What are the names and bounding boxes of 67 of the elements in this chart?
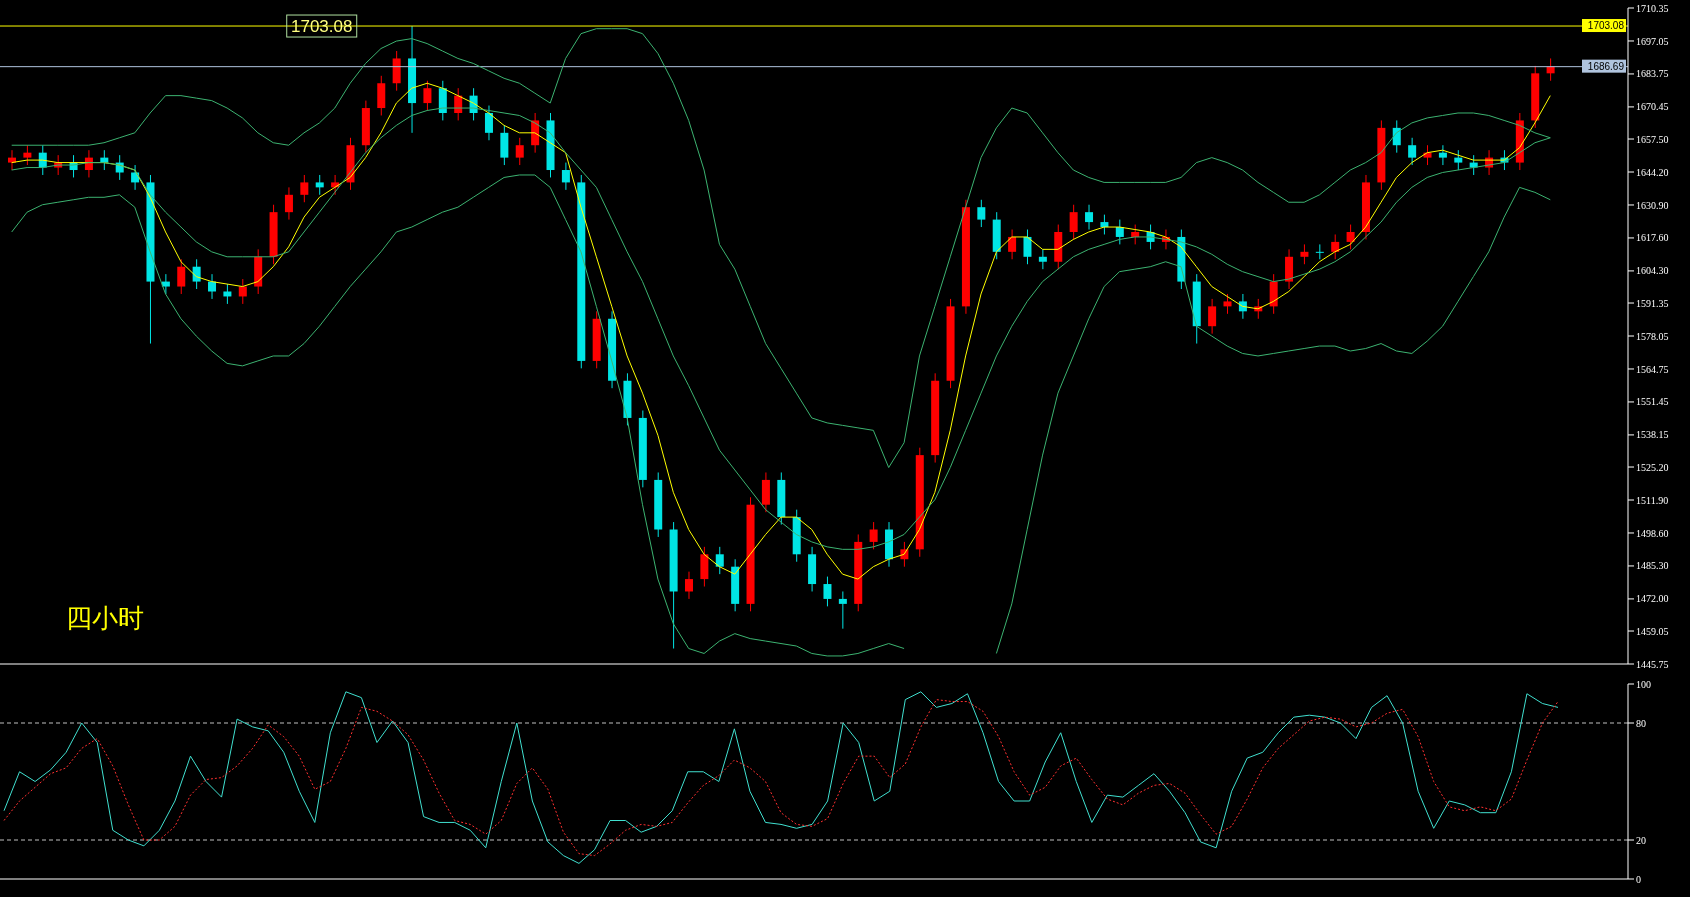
- y-tick-label: 1683.75: [1636, 68, 1669, 80]
- candlestick: [869, 521, 878, 550]
- candlestick: [1208, 298, 1217, 335]
- y-tick-label: 1604.30: [1636, 265, 1669, 277]
- candlestick: [1100, 214, 1109, 235]
- y-tick-label: 1630.90: [1636, 199, 1669, 211]
- y-tick-label: 1617.60: [1636, 232, 1669, 244]
- candlestick: [484, 105, 493, 141]
- y-tick-label: 1657.50: [1636, 133, 1669, 145]
- candlestick: [1069, 204, 1078, 240]
- ref-line-label: 1703.08: [1587, 20, 1625, 32]
- candlestick: [315, 174, 324, 196]
- y-tick-label: 1551.45: [1636, 396, 1669, 408]
- candlestick: [561, 162, 570, 191]
- y-tick-label: 1511.90: [1636, 494, 1669, 506]
- y-tick-label: 1697.05: [1636, 35, 1669, 47]
- candlestick: [1346, 224, 1355, 250]
- candlestick: [1408, 137, 1417, 166]
- candlestick: [223, 283, 232, 305]
- candlestick: [1454, 149, 1463, 171]
- candlestick: [23, 144, 32, 166]
- y-tick-label: 20: [1636, 834, 1646, 846]
- candlestick: [823, 576, 832, 607]
- candlestick: [161, 273, 170, 295]
- candlestick: [515, 137, 524, 166]
- candlestick: [1085, 204, 1094, 231]
- candlestick: [715, 546, 724, 575]
- candlestick: [1546, 57, 1555, 82]
- y-tick-label: 1670.45: [1636, 101, 1669, 113]
- y-tick-label: 100: [1636, 678, 1651, 690]
- candlestick: [192, 258, 201, 290]
- candlestick: [177, 258, 186, 295]
- y-tick-label: 1578.05: [1636, 330, 1669, 342]
- ref-line-label: 1686.69: [1587, 60, 1625, 72]
- y-tick-label: 1644.20: [1636, 166, 1669, 178]
- y-tick-label: 1485.30: [1636, 560, 1669, 572]
- y-tick-label: 1445.75: [1636, 658, 1669, 670]
- y-tick-label: 1472.00: [1636, 593, 1669, 605]
- candlestick: [284, 186, 293, 221]
- y-tick-label: 1538.15: [1636, 429, 1669, 441]
- candlestick: [1023, 229, 1032, 265]
- y-tick-label: 1459.05: [1636, 625, 1669, 637]
- candlestick: [131, 164, 140, 191]
- y-tick-label: 1525.20: [1636, 461, 1669, 473]
- y-tick-label: 1591.35: [1636, 297, 1669, 309]
- candlestick: [300, 174, 309, 203]
- candlestick: [1115, 219, 1124, 245]
- y-tick-label: 80: [1636, 717, 1646, 729]
- annotation: 1703.08: [291, 17, 353, 37]
- y-tick-label: 1498.60: [1636, 527, 1669, 539]
- candlestick: [1331, 233, 1340, 260]
- candlestick: [1315, 243, 1324, 260]
- candlestick: [684, 571, 693, 600]
- candlestick: [1300, 243, 1309, 265]
- y-tick-label: 0: [1636, 873, 1641, 885]
- candlestick: [423, 80, 432, 112]
- candlestick: [1008, 229, 1017, 260]
- candlestick: [1438, 144, 1447, 166]
- candlestick: [838, 590, 847, 630]
- candlestick: [1423, 144, 1432, 166]
- candlestick: [1038, 248, 1047, 270]
- candlestick: [977, 199, 986, 228]
- y-tick-label: 1564.75: [1636, 363, 1669, 375]
- candlestick: [1223, 293, 1232, 315]
- y-tick-label: 1710.35: [1636, 2, 1669, 14]
- candlestick: [238, 278, 247, 305]
- annotation: 四小时: [66, 602, 144, 635]
